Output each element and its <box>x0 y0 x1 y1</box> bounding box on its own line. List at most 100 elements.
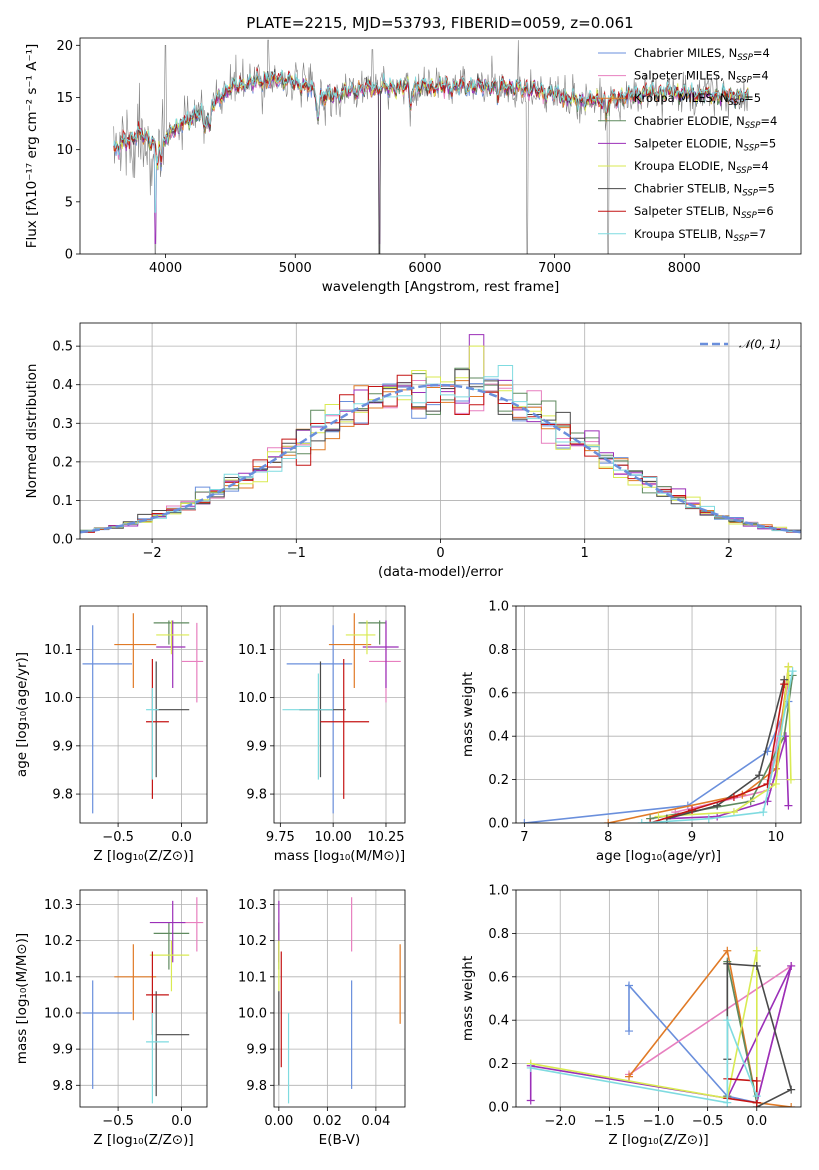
y-tick-label: 9.8 <box>246 788 267 803</box>
errorbar-point-3 <box>114 944 157 1021</box>
axes-frame <box>79 605 208 824</box>
errorbar-point-8 <box>146 659 169 799</box>
x-axis-label: age [log₁₀(age/yr)] <box>596 848 721 864</box>
legend-value: =7 <box>749 227 766 241</box>
x-tick-label: 10 <box>768 830 785 845</box>
legend-subscript: SSP <box>741 211 757 221</box>
legend-label: Kroupa STELIB, NSSP=7 <box>634 227 766 244</box>
x-tick-label: 9 <box>688 830 696 845</box>
x-tick-label: −1 <box>287 546 306 561</box>
weight-marker <box>752 1076 761 1085</box>
x-axis-label: Z [log₁₀(Z/Z⊙)] <box>93 1132 193 1148</box>
weight-line-6 <box>530 950 758 1103</box>
weight-marker <box>786 775 795 784</box>
weight-marker <box>784 662 793 671</box>
x-tick-label: 10.00 <box>315 830 352 845</box>
legend-label: Chabrier MILES, NSSP=4 <box>634 46 770 63</box>
x-tick-label: 2 <box>725 546 733 561</box>
y-tick-label: 9.9 <box>52 1043 73 1058</box>
legend-subscript: SSP <box>737 53 753 63</box>
weight-line-9 <box>530 1019 758 1104</box>
y-tick-label: 10.3 <box>44 898 73 913</box>
x-tick-label: 7 <box>520 830 528 845</box>
spectrum-axes: 4000 5000 6000 7000 8000 0 5 10 15 20 wavelength [… <box>24 37 802 295</box>
errorbar-point-2 <box>181 897 204 952</box>
weight-marker <box>625 1027 634 1036</box>
axes-frame <box>515 605 802 824</box>
weight_vs_age-axes: 7 8 9 10 0.0 0.2 0.4 0.6 0.8 1.0 age [log₁₀(age/yr… <box>460 600 802 864</box>
weight-marker <box>787 1103 796 1107</box>
age_vs_mass-axes: 9.75 10.00 10.25 9.8 9.9 10.0 10.1 mass [log₁₀(… <box>238 605 406 864</box>
x-axis-label: mass [log₁₀(M/M⊙)] <box>274 848 405 864</box>
legend-value: =5 <box>759 136 776 150</box>
x-tick-label: −0.5 <box>692 1114 724 1129</box>
y-tick-label: 10.2 <box>44 934 73 949</box>
normal-reference-curve <box>80 383 801 534</box>
legend-value: =6 <box>757 204 774 218</box>
axes-frame <box>273 605 406 824</box>
y-tick-label: 10.1 <box>238 970 267 985</box>
weight-marker <box>780 680 789 689</box>
y-axis-label: Normed distribution <box>24 364 40 499</box>
errorbar-point-9 <box>146 1012 169 1104</box>
weight-marker <box>654 812 663 821</box>
weight-marker <box>729 792 738 801</box>
x-tick-label: −1.5 <box>594 1114 626 1129</box>
y-tick-label: 10.0 <box>238 691 267 706</box>
x-tick-label: 10.25 <box>367 830 404 845</box>
legend-label: Salpeter ELODIE, NSSP=5 <box>634 136 776 153</box>
y-axis-label: Flux [fλ10⁻¹⁷ erg cm⁻² s⁻¹ A⁻¹] <box>24 44 40 249</box>
weight-line-3 <box>608 666 790 823</box>
y-tick-label: 9.9 <box>52 739 73 754</box>
weight-line-3 <box>628 948 792 1107</box>
legend-subscript: SSP <box>736 76 752 86</box>
residuals-plot-area <box>80 334 801 534</box>
errorbar-point-7 <box>155 991 190 1097</box>
x-tick-label: 0.00 <box>264 1114 293 1129</box>
weight_vs_z-plot-area <box>526 946 796 1107</box>
weight-marker <box>787 1085 796 1094</box>
errorbar-point-8 <box>320 659 370 799</box>
x-tick-label: 8 <box>604 830 612 845</box>
weight-line-1 <box>524 701 790 823</box>
y-tick-label: 9.8 <box>52 1079 73 1094</box>
y-tick-label: 0.6 <box>488 686 509 701</box>
errorbar-point-5 <box>156 620 186 688</box>
weight-marker <box>784 801 793 810</box>
weight-marker <box>604 819 613 823</box>
weight-marker <box>526 1096 535 1105</box>
errorbar-point-3 <box>114 613 157 688</box>
axes-frame <box>79 37 802 255</box>
legend-subscript: SSP <box>734 234 750 244</box>
errorbar-point-4 <box>358 620 386 645</box>
weight-marker <box>729 808 738 817</box>
y-tick-label: 10 <box>56 143 73 158</box>
x-tick-label: 8000 <box>668 261 701 276</box>
y-tick-label: 10.0 <box>44 691 73 706</box>
errorbar-point-2 <box>181 622 204 703</box>
legend-value: =4 <box>752 159 769 173</box>
weight-line-2 <box>628 964 793 1103</box>
weight_vs_age-plot-area <box>520 662 797 823</box>
errorbar-point-5 <box>362 620 399 688</box>
legend-subscript: SSP <box>742 189 758 199</box>
weight-marker <box>752 961 761 970</box>
errorbar-point-1 <box>82 625 133 814</box>
weight-marker <box>520 819 529 823</box>
errorbar-point-3 <box>328 613 372 688</box>
y-tick-label: 10.1 <box>44 970 73 985</box>
weight-marker <box>526 1063 535 1072</box>
y-tick-label: 0.0 <box>52 533 73 548</box>
legend-subscript: SSP <box>729 98 745 108</box>
x-tick-label: 0.04 <box>361 1114 390 1129</box>
weight-line-8 <box>727 1078 758 1104</box>
residuals-axes: −2 −1 0 1 2 0.0 0.1 0.2 0.3 0.4 0.5 (data-model)/er… <box>24 322 802 580</box>
y-tick-label: 0.4 <box>488 1014 509 1029</box>
legend-value: =5 <box>744 91 761 105</box>
axes-frame <box>79 889 208 1108</box>
errorbar-point-1 <box>82 980 133 1089</box>
mass_vs_z-plot-area <box>82 897 204 1104</box>
x-tick-label: 7000 <box>538 261 571 276</box>
x-tick-label: 9.75 <box>266 830 295 845</box>
